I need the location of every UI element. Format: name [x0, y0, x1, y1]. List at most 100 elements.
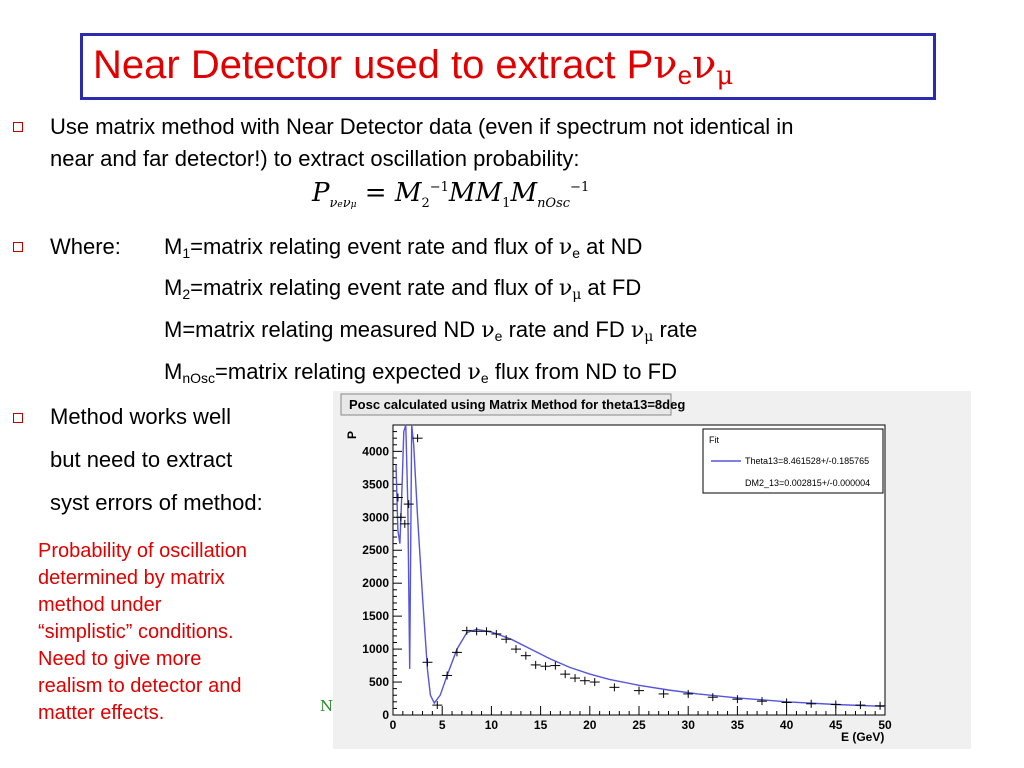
- m2-end: at FD: [581, 275, 642, 300]
- x-tick-label: 5: [439, 718, 446, 732]
- m2-definition: M2=matrix relating event rate and flux o…: [164, 272, 641, 311]
- legend-header: Fit: [709, 435, 719, 445]
- formula-m2-sub: 2: [421, 196, 430, 211]
- bullet-3-line-1: Method works well: [50, 404, 231, 429]
- red-note-line: determined by matrix: [38, 567, 225, 589]
- data-points-group: [392, 434, 886, 710]
- x-tick-label: 45: [829, 718, 843, 732]
- probability-formula: Pνeνμ = M2−1MM1MnOsc−1: [312, 178, 589, 211]
- formula-nu-1: ν: [329, 196, 338, 211]
- m-nu-1: ν: [481, 318, 495, 343]
- formula-m1-sub: 1: [502, 196, 511, 211]
- x-tick-label: 30: [682, 718, 696, 732]
- y-tick-label: 1500: [362, 609, 389, 623]
- legend-entry: Theta13=8.461528+/-0.185765: [745, 456, 869, 466]
- posc-plot: Posc calculated using Matrix Method for …: [333, 391, 971, 749]
- m-definition: M=matrix relating measured ND νe rate an…: [164, 314, 697, 353]
- m2-nu-sub: μ: [572, 287, 582, 303]
- y-tick-label: 500: [369, 675, 389, 689]
- title-sub-mu: μ: [716, 61, 734, 91]
- title-box: Near Detector used to extract Pνeνμ: [80, 33, 936, 100]
- red-note-line: method under: [38, 594, 162, 616]
- m1-nu-sub: e: [572, 245, 580, 261]
- bullet-1-line-1: Use matrix method with Near Detector dat…: [50, 114, 794, 139]
- m-nu-sub-1: e: [494, 328, 503, 344]
- formula-nu-sub-mu: μ: [350, 200, 357, 210]
- bullet-icon-3: [13, 413, 23, 423]
- title-nu-1: ν: [653, 42, 678, 88]
- formula-nu-sub-e: e: [337, 200, 343, 210]
- title-text: Near Detector used to extract P: [93, 43, 654, 87]
- where-label: Where:: [50, 234, 121, 259]
- x-tick-label: 0: [390, 718, 397, 732]
- y-tick-label: 2500: [362, 543, 389, 557]
- plot-axes: 0 5 10 15 20 25 30 35 40 45 5005001000150020002500…: [362, 431, 892, 732]
- m1-end: at ND: [580, 234, 643, 259]
- title-nu-2: ν: [692, 42, 717, 88]
- m1-definition: M1=matrix relating event rate and flux o…: [164, 231, 642, 269]
- formula-m2-sup: −1: [429, 180, 449, 195]
- red-note: Probability of oscillation determined by…: [38, 538, 328, 727]
- m1-sub: 1: [182, 245, 191, 261]
- red-note-line: “simplistic” conditions.: [38, 621, 234, 643]
- y-tick-label: 4000: [362, 444, 389, 458]
- bullet-3-line-3: syst errors of method:: [50, 490, 263, 515]
- x-tick-label: 20: [583, 718, 597, 732]
- m2-nu: ν: [558, 276, 573, 301]
- y-axis-label: P: [345, 431, 359, 439]
- text-fragment: N: [320, 697, 334, 715]
- red-note-line: realism to detector and: [38, 675, 242, 697]
- bullet-icon-2: [13, 242, 23, 252]
- x-axis-label: E (GeV): [841, 730, 884, 744]
- title-sub-e: e: [677, 60, 693, 90]
- y-tick-label: 3500: [362, 477, 389, 491]
- m1-nu: ν: [558, 235, 573, 260]
- bullet-3-line-2: but need to extract: [50, 447, 233, 472]
- red-note-line: Probability of oscillation: [38, 540, 247, 562]
- mnosc-nu-sub: e: [480, 370, 489, 386]
- formula-m3: M: [510, 178, 538, 208]
- formula-mm: MM: [448, 178, 503, 208]
- x-tick-label: 40: [780, 718, 794, 732]
- x-tick-label: 35: [731, 718, 745, 732]
- formula-p: P: [312, 178, 330, 208]
- m1-letter: M: [164, 234, 183, 259]
- mnosc-end: flux from ND to FD: [488, 359, 677, 384]
- x-tick-label: 50: [878, 718, 892, 732]
- mnosc-nu: ν: [467, 360, 481, 385]
- m-nu-2: ν: [630, 318, 645, 343]
- bullet-1-line-2: near and far detector!) to extract oscil…: [50, 146, 580, 171]
- plot-title: Posc calculated using Matrix Method for …: [349, 397, 685, 412]
- m2-text: =matrix relating event rate and flux of: [190, 275, 559, 300]
- m1-text: =matrix relating event rate and flux of: [190, 234, 559, 259]
- y-tick-label: 2000: [362, 576, 389, 590]
- red-note-line: matter effects.: [38, 702, 165, 724]
- y-tick-label: 0: [382, 708, 389, 722]
- m2-letter: M: [164, 275, 183, 300]
- fit-curve-line: [395, 424, 886, 708]
- m-text: M=matrix relating measured ND: [164, 317, 482, 342]
- x-tick-label: 25: [632, 718, 646, 732]
- mnosc-sub: nOsc: [182, 370, 216, 386]
- m-end: rate: [653, 317, 698, 342]
- formula-equals: =: [356, 178, 395, 208]
- legend-entry-2: DM2_13=0.002815+/-0.000004: [745, 478, 870, 488]
- formula-m2: M: [394, 178, 422, 208]
- y-tick-label: 3000: [362, 510, 389, 524]
- mnosc-letter: M: [164, 359, 183, 384]
- formula-m3-sub: nOsc: [537, 196, 571, 211]
- formula-m3-sup: −1: [570, 180, 590, 195]
- plot-title-box: [340, 393, 672, 416]
- mnosc-text: =matrix relating expected: [215, 359, 468, 384]
- formula-nu-2: ν: [342, 196, 351, 211]
- bullet-icon-1: [13, 122, 23, 132]
- red-note-line: Need to give more: [38, 648, 202, 670]
- x-tick-label: 10: [485, 718, 499, 732]
- m-nu-sub-2: μ: [644, 329, 654, 345]
- x-tick-label: 15: [534, 718, 548, 732]
- m-mid: rate and FD: [502, 317, 631, 342]
- mnosc-definition: MnOsc=matrix relating expected νe flux f…: [164, 356, 677, 394]
- slide-title: Near Detector used to extract Pνeνμ: [93, 42, 733, 91]
- y-tick-label: 1000: [362, 642, 389, 656]
- m2-sub: 2: [182, 286, 191, 302]
